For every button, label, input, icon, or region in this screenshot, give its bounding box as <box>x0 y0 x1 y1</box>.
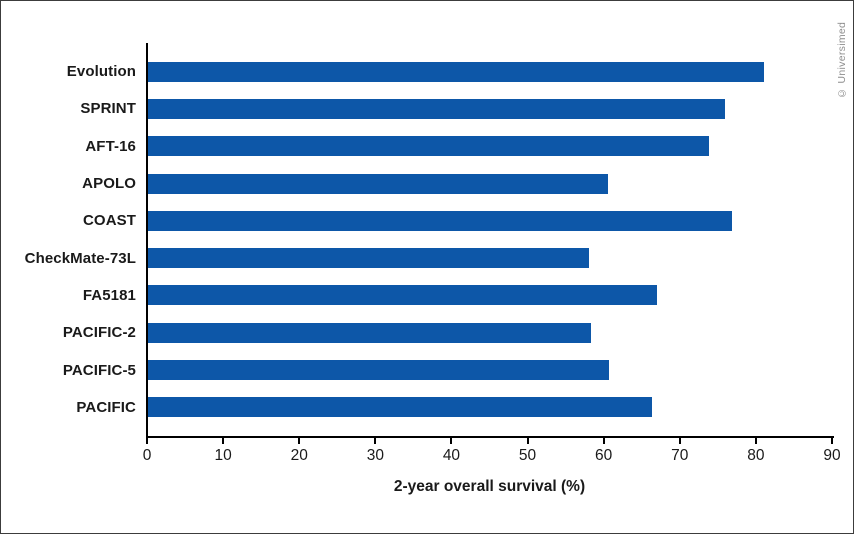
bar-row: PACIFIC-2 <box>1 314 832 351</box>
bar-row: APOLO <box>1 165 832 202</box>
bar-track <box>147 98 832 119</box>
x-axis-line <box>146 436 834 438</box>
category-label: AFT-16 <box>85 137 136 155</box>
bar <box>147 98 726 119</box>
bar-track <box>147 210 832 231</box>
x-tick-label: 70 <box>671 447 689 464</box>
x-tick-label: 80 <box>747 447 765 464</box>
category-label: COAST <box>83 212 136 230</box>
bar <box>147 360 609 381</box>
plot-area: Evolution SPRINT AFT-16 APOLO COAST Chec… <box>1 43 832 436</box>
x-tick <box>831 438 833 444</box>
bar-row: AFT-16 <box>1 128 832 165</box>
bar-track <box>147 397 832 418</box>
bar-track <box>147 285 832 306</box>
category-label: SPRINT <box>80 100 136 118</box>
x-tick <box>526 438 529 444</box>
bar-row: PACIFIC-5 <box>1 351 832 388</box>
x-tick <box>222 438 225 444</box>
category-label: FA5181 <box>82 286 136 304</box>
bar <box>147 248 590 269</box>
bar-track <box>147 173 832 194</box>
bar-track <box>147 136 832 157</box>
bar-row: SPRINT <box>1 90 832 127</box>
bar-track <box>147 360 832 381</box>
bar-track <box>147 322 832 343</box>
bar-row: FA5181 <box>1 277 832 314</box>
x-tick <box>374 438 377 444</box>
x-tick <box>678 438 681 444</box>
copyright-watermark: © Universimed <box>836 21 848 99</box>
x-tick-label: 50 <box>518 447 537 464</box>
bar-track <box>147 248 832 269</box>
category-label: PACIFIC-2 <box>62 324 136 342</box>
x-tick <box>602 438 605 444</box>
bar-track <box>147 61 832 82</box>
bar <box>147 285 657 306</box>
category-label: PACIFIC <box>76 398 136 416</box>
bar <box>147 61 764 82</box>
bar-row: PACIFIC <box>1 389 832 426</box>
bar <box>147 322 592 343</box>
x-tick <box>298 438 301 444</box>
bar <box>147 397 653 418</box>
bar-row: COAST <box>1 202 832 239</box>
x-tick-label: 60 <box>595 447 613 464</box>
bar-row: Evolution <box>1 53 832 90</box>
x-tick-label: 10 <box>214 447 232 464</box>
bar <box>147 173 609 194</box>
bar <box>147 210 732 231</box>
x-tick-label: 40 <box>442 447 461 464</box>
x-tick <box>754 438 757 444</box>
category-label: CheckMate-73L <box>24 249 136 267</box>
x-tick-label: 20 <box>290 447 308 464</box>
x-tick-label: 30 <box>366 447 384 464</box>
category-label: PACIFIC-5 <box>62 361 136 379</box>
bar <box>147 136 709 157</box>
bar-row: CheckMate-73L <box>1 240 832 277</box>
x-axis-title: 2-year overall survival (%) <box>393 478 586 495</box>
x-tick <box>450 438 453 444</box>
y-axis-line <box>146 43 148 438</box>
x-tick-label: 0 <box>142 447 152 464</box>
category-label: Evolution <box>66 63 136 81</box>
x-tick <box>146 438 148 444</box>
x-tick-label: 90 <box>823 447 841 464</box>
category-label: APOLO <box>82 175 136 193</box>
